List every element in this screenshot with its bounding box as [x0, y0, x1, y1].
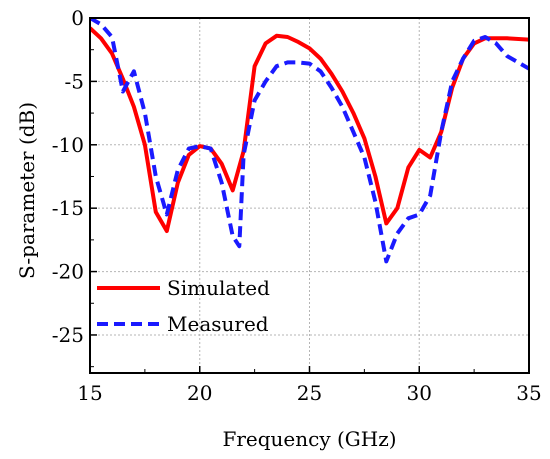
- y-tick-label: -5: [65, 69, 84, 93]
- y-tick-label: -20: [52, 260, 84, 284]
- x-tick-label: 30: [407, 381, 432, 405]
- grid: [90, 18, 529, 373]
- series-lines: [90, 18, 529, 264]
- axes: 15 20 25 30 35 0 -5 -10 -15 -20 -25: [52, 6, 542, 405]
- x-tick-label: 15: [77, 381, 102, 405]
- x-tick-label: 20: [187, 381, 212, 405]
- legend-label-simulated: Simulated: [167, 276, 270, 300]
- x-axis-title: Frequency (GHz): [222, 427, 396, 451]
- series-line-measured: [90, 18, 529, 264]
- x-tick-label: 35: [516, 381, 541, 405]
- y-tick-label: -25: [52, 323, 84, 347]
- y-tick-label: -15: [52, 196, 84, 220]
- x-tick-label: 25: [297, 381, 322, 405]
- y-tick-label: -10: [52, 133, 84, 157]
- y-tick-label: 0: [71, 6, 84, 30]
- legend: Simulated Measured: [97, 276, 270, 336]
- legend-label-measured: Measured: [167, 312, 269, 336]
- y-axis-title: S-parameter (dB): [15, 102, 39, 279]
